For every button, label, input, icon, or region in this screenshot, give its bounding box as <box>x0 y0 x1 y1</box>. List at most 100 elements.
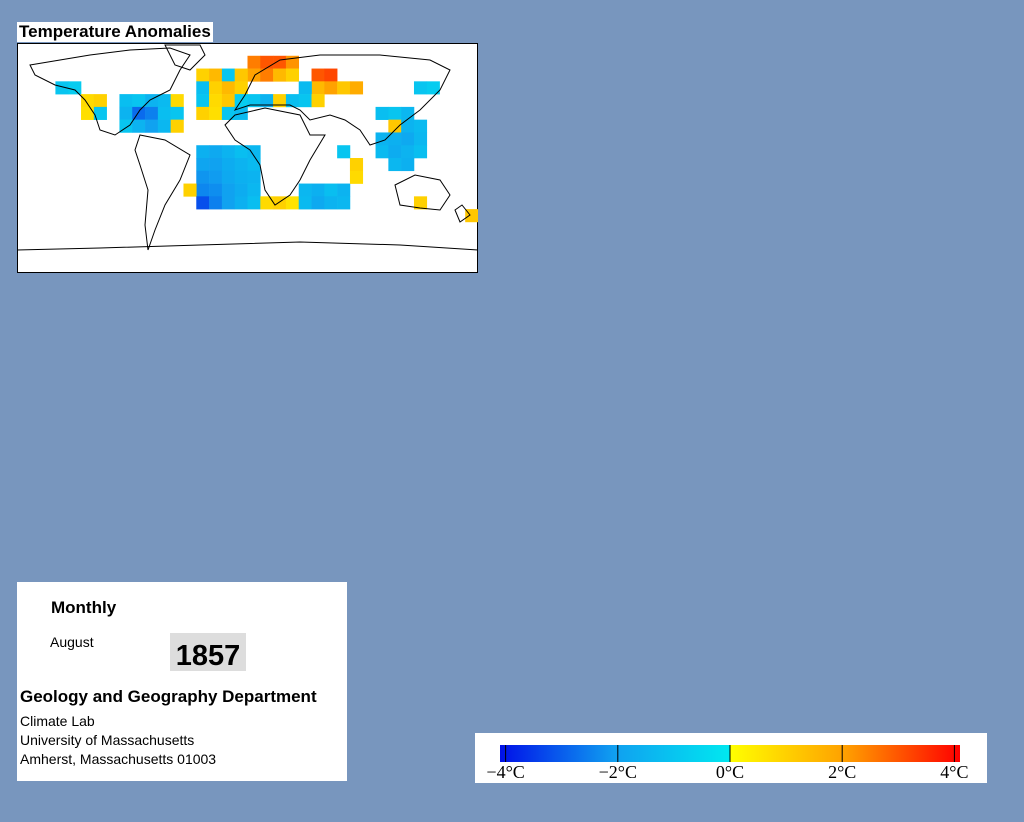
anomaly-cell <box>170 94 184 108</box>
anomaly-cell <box>145 119 159 133</box>
anomaly-cell <box>209 106 223 120</box>
anomaly-cell <box>413 196 428 210</box>
anomaly-cell <box>209 94 223 108</box>
anomaly-cell <box>298 81 312 95</box>
anomaly-cell <box>324 196 338 210</box>
anomaly-cell <box>209 68 223 82</box>
anomaly-cell <box>413 119 428 133</box>
anomaly-cell <box>170 119 184 133</box>
anomaly-cell <box>401 145 415 159</box>
anomaly-cell <box>337 81 351 95</box>
anomaly-cell <box>324 183 338 197</box>
anomaly-cell <box>196 183 210 197</box>
anomaly-cell <box>337 145 351 159</box>
anomaly-cell <box>311 183 325 197</box>
anomaly-cell <box>311 68 325 82</box>
anomaly-cell <box>196 158 210 172</box>
anomaly-cell <box>209 145 223 159</box>
anomaly-cell <box>119 94 133 108</box>
anomaly-cell <box>388 145 402 159</box>
anomaly-cell <box>247 94 261 108</box>
anomaly-cell <box>426 81 440 95</box>
anomaly-cell <box>234 81 248 95</box>
anomaly-cell <box>349 170 364 184</box>
anomaly-cell <box>93 94 107 108</box>
anomaly-cell <box>298 183 312 197</box>
anomaly-cell <box>119 106 133 120</box>
anomaly-cell <box>311 94 325 108</box>
anomaly-cell <box>260 68 274 82</box>
anomaly-cell <box>285 196 300 210</box>
coastlines <box>17 44 478 251</box>
anomaly-cell <box>145 94 159 108</box>
anomaly-cell <box>247 170 261 184</box>
anomaly-cell <box>260 196 274 210</box>
department: Geology and Geography Department <box>20 687 317 706</box>
anomaly-cell <box>209 196 223 210</box>
anomaly-cell <box>247 145 261 159</box>
anomaly-cell <box>196 68 210 82</box>
anomaly-cell <box>324 81 338 95</box>
anomaly-cell <box>221 81 235 95</box>
anomaly-cell <box>273 94 287 108</box>
anomaly-cell <box>260 55 274 69</box>
anomaly-cell <box>401 119 415 133</box>
month: August <box>50 634 94 650</box>
anomaly-cell <box>145 106 159 120</box>
anomaly-cell <box>221 158 235 172</box>
anomaly-cell <box>401 106 415 120</box>
map <box>17 43 478 273</box>
anomaly-cell <box>157 106 171 120</box>
anomaly-cell <box>196 145 210 159</box>
colorbar-positive <box>730 745 960 762</box>
anomaly-cell <box>209 81 223 95</box>
anomaly-cell <box>234 158 248 172</box>
frequency: Monthly <box>51 598 117 617</box>
anomaly-cell <box>247 55 261 69</box>
info-panel: Monthly August 1857 Geology and Geograph… <box>17 582 347 781</box>
anomaly-cell <box>234 183 248 197</box>
anomaly-cell <box>234 68 248 82</box>
anomaly-cell <box>311 196 325 210</box>
anomaly-cell <box>196 106 210 120</box>
anomaly-cell <box>157 119 171 133</box>
anomaly-cell <box>221 196 235 210</box>
anomaly-cell <box>388 119 402 133</box>
colorbar: −4°C −2°C 0°C 2°C 4°C <box>475 733 987 783</box>
anomaly-cell <box>273 55 287 69</box>
anomaly-cell <box>93 106 107 120</box>
colorbar-negative <box>500 745 730 762</box>
anomaly-cell <box>183 183 197 197</box>
anomaly-cell <box>209 158 223 172</box>
anomaly-cell <box>247 158 261 172</box>
anomaly-cell <box>298 196 312 210</box>
anomaly-cell <box>413 81 428 95</box>
anomaly-cell <box>234 170 248 184</box>
anomaly-cells <box>55 55 478 223</box>
anomaly-cell <box>311 81 325 95</box>
anomaly-cell <box>349 158 364 172</box>
colorbar-tick-label: 0°C <box>716 762 744 782</box>
anomaly-cell <box>196 81 210 95</box>
anomaly-cell <box>337 183 351 197</box>
address-line: University of Massachusetts <box>20 732 195 748</box>
anomaly-cell <box>209 183 223 197</box>
address: Climate Lab University of Massachusetts … <box>20 712 216 769</box>
anomaly-cell <box>209 170 223 184</box>
anomaly-cell <box>247 183 261 197</box>
anomaly-cell <box>273 68 287 82</box>
anomaly-cell <box>196 196 210 210</box>
anomaly-cell <box>324 68 338 82</box>
anomaly-cell <box>349 81 364 95</box>
anomaly-cell <box>388 132 402 146</box>
anomaly-cell <box>234 196 248 210</box>
anomaly-cell <box>221 183 235 197</box>
address-line: Amherst, Massachusetts 01003 <box>20 751 217 767</box>
anomaly-cell <box>234 145 248 159</box>
anomaly-cell <box>375 145 389 159</box>
colorbar-tick-label: 2°C <box>828 762 856 782</box>
year: 1857 <box>170 633 246 672</box>
anomaly-cell <box>170 106 184 120</box>
anomaly-cell <box>196 170 210 184</box>
